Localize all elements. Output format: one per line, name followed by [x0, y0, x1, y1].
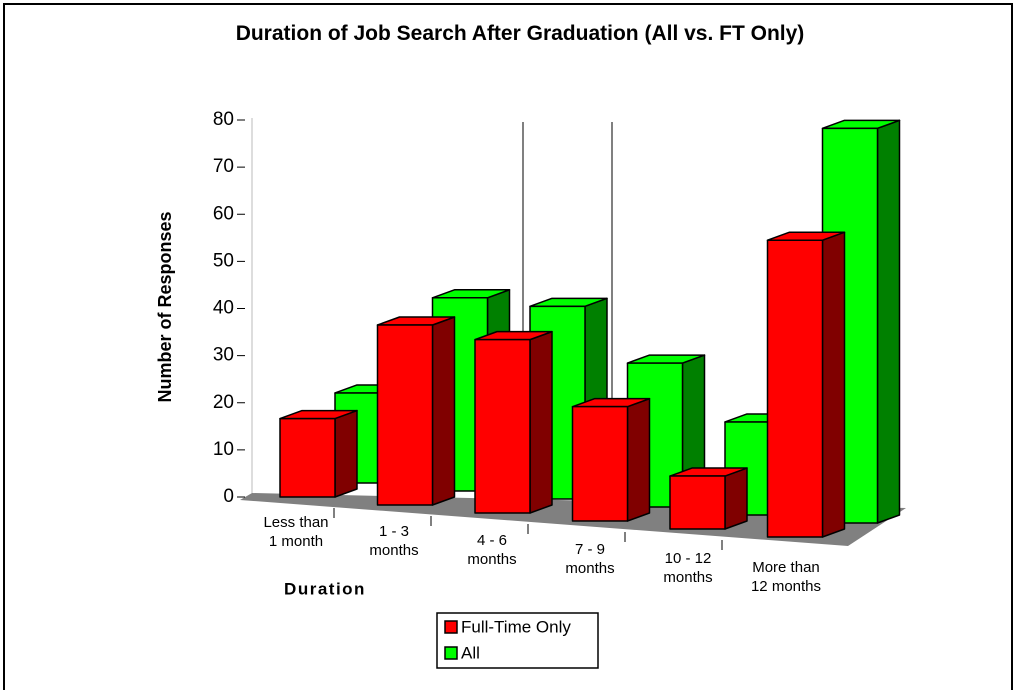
bar-side	[626, 397, 651, 522]
y-tick-label: 60	[213, 203, 234, 224]
bar-side	[431, 316, 456, 506]
bar-front	[279, 417, 336, 498]
legend-swatch	[444, 620, 458, 634]
y-tick-label: 30	[213, 345, 234, 366]
y-tick-label: 50	[213, 250, 234, 271]
chart-title: Duration of Job Search After Graduation …	[235, 22, 805, 45]
y-tick-label: 10	[213, 439, 234, 460]
bar-side	[724, 467, 748, 530]
bar	[376, 316, 456, 506]
y-tick-label: 40	[213, 298, 234, 319]
bar-front	[376, 324, 434, 506]
x-tick-label: Less than 1 month	[263, 514, 329, 550]
legend-label: All	[461, 643, 480, 662]
bar	[279, 409, 358, 498]
y-tick-label: 20	[213, 392, 234, 413]
x-tick-label: More than 12 months	[750, 559, 822, 595]
bar-side	[876, 119, 901, 524]
bar-side	[529, 330, 553, 514]
legend-label: Full-Time Only	[461, 617, 571, 636]
x-tick-label: 1 - 3 months	[369, 523, 419, 559]
bar-front	[474, 338, 531, 514]
y-tick-label: 0	[223, 486, 234, 507]
bar-front	[766, 239, 824, 538]
frame	[3, 3, 1013, 690]
y-axis-title: Number of Responses	[155, 211, 175, 402]
bar	[766, 231, 846, 538]
bar-side	[334, 409, 358, 498]
x-tick-label: 10 - 12 months	[663, 550, 713, 586]
x-tick-label: 7 - 9 months	[565, 541, 615, 577]
y-tick-label: 70	[213, 156, 234, 177]
legend-swatch	[444, 646, 458, 660]
legend	[436, 612, 599, 669]
x-axis-title: Duration	[284, 579, 366, 598]
bar-front	[571, 405, 629, 522]
y-tick-label: 80	[213, 109, 234, 130]
bar-front	[669, 475, 726, 530]
bar	[571, 397, 651, 522]
x-tick-label: 4 - 6 months	[467, 532, 517, 568]
bar-side	[821, 231, 846, 538]
bar	[474, 330, 553, 514]
bar	[669, 467, 748, 530]
